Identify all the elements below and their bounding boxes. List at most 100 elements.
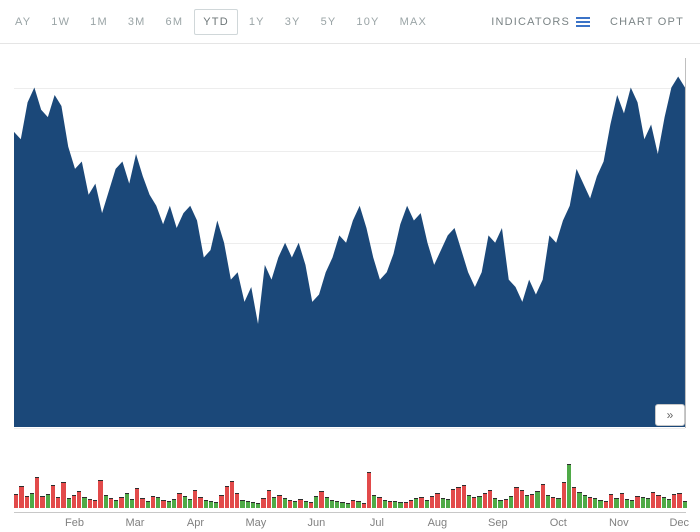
price-chart[interactable]: » bbox=[0, 58, 700, 458]
x-tick-jul: Jul bbox=[370, 517, 384, 529]
volume-bar bbox=[93, 500, 97, 508]
range-5y[interactable]: 5Y bbox=[312, 9, 346, 35]
volume-bar bbox=[261, 498, 265, 508]
volume-bar bbox=[630, 500, 634, 508]
volume-bar bbox=[662, 497, 666, 508]
volume-bar bbox=[193, 490, 197, 508]
volume-bar bbox=[356, 501, 360, 508]
volume-bar bbox=[277, 495, 281, 508]
volume-bar bbox=[35, 477, 39, 508]
volume-bar bbox=[520, 490, 524, 508]
volume-bar bbox=[525, 495, 529, 508]
volume-bar bbox=[509, 496, 513, 508]
volume-bar bbox=[19, 486, 23, 508]
volume-bar bbox=[620, 493, 624, 508]
volume-bar bbox=[467, 495, 471, 508]
range-1y[interactable]: 1Y bbox=[240, 9, 274, 35]
volume-bar bbox=[172, 499, 176, 508]
volume-bar bbox=[483, 493, 487, 508]
chart-toolbar: AY1W1M3M6MYTD1Y3Y5Y10YMAX INDICATORS CHA… bbox=[0, 0, 700, 44]
volume-bar bbox=[283, 498, 287, 508]
range-ay[interactable]: AY bbox=[6, 9, 40, 35]
x-tick-aug: Aug bbox=[428, 517, 448, 529]
range-3m[interactable]: 3M bbox=[119, 9, 155, 35]
chart-options-button[interactable]: CHART OPT bbox=[600, 10, 694, 34]
volume-bar bbox=[109, 498, 113, 508]
gridline bbox=[14, 428, 685, 429]
volume-chart bbox=[14, 464, 686, 508]
volume-bar bbox=[577, 492, 581, 508]
volume-bar bbox=[451, 489, 455, 508]
volume-bar bbox=[319, 491, 323, 508]
volume-bar bbox=[667, 499, 671, 508]
volume-bar bbox=[335, 501, 339, 508]
volume-bar bbox=[583, 495, 587, 508]
volume-bar bbox=[135, 488, 139, 508]
expand-chart-button[interactable]: » bbox=[655, 404, 685, 426]
volume-bar bbox=[104, 495, 108, 508]
volume-bar bbox=[14, 494, 18, 508]
range-6m[interactable]: 6M bbox=[157, 9, 193, 35]
indicators-icon bbox=[576, 17, 590, 27]
volume-bar bbox=[567, 464, 571, 508]
volume-bar bbox=[383, 500, 387, 508]
volume-bar bbox=[414, 498, 418, 508]
volume-bar bbox=[151, 496, 155, 508]
x-tick-may: May bbox=[246, 517, 267, 529]
volume-bar bbox=[114, 500, 118, 508]
volume-bar bbox=[98, 480, 102, 508]
volume-bar bbox=[351, 500, 355, 508]
volume-bar bbox=[441, 498, 445, 508]
volume-bar bbox=[225, 486, 229, 508]
range-1w[interactable]: 1W bbox=[42, 9, 79, 35]
volume-bar bbox=[362, 503, 366, 508]
volume-bar bbox=[609, 494, 613, 508]
volume-bar bbox=[46, 494, 50, 508]
volume-bar bbox=[588, 497, 592, 508]
volume-bar bbox=[504, 499, 508, 508]
price-chart-body: » bbox=[14, 58, 686, 428]
volume-bar bbox=[61, 482, 65, 508]
volume-bar bbox=[535, 491, 539, 508]
volume-bar bbox=[161, 500, 165, 508]
range-ytd[interactable]: YTD bbox=[194, 9, 238, 35]
range-3y[interactable]: 3Y bbox=[276, 9, 310, 35]
volume-bar bbox=[593, 498, 597, 508]
volume-bar bbox=[330, 500, 334, 508]
volume-bar bbox=[477, 496, 481, 508]
volume-bar bbox=[88, 499, 92, 508]
indicators-button[interactable]: INDICATORS bbox=[481, 10, 600, 34]
volume-bar bbox=[288, 500, 292, 508]
volume-bar bbox=[498, 500, 502, 508]
volume-bar bbox=[188, 499, 192, 508]
range-1m[interactable]: 1M bbox=[81, 9, 117, 35]
indicators-label: INDICATORS bbox=[491, 16, 570, 28]
volume-bar bbox=[204, 500, 208, 508]
volume-bar bbox=[214, 502, 218, 508]
x-axis: FebMarAprMayJunJulAugSepOctNovDec bbox=[14, 512, 686, 532]
volume-bar bbox=[304, 501, 308, 508]
volume-bar bbox=[635, 496, 639, 508]
volume-bar bbox=[377, 497, 381, 508]
volume-bar bbox=[598, 500, 602, 508]
volume-bar bbox=[346, 503, 350, 508]
volume-bar bbox=[672, 494, 676, 508]
expand-icon: » bbox=[667, 408, 674, 422]
volume-bar bbox=[246, 501, 250, 508]
volume-bar bbox=[67, 498, 71, 508]
price-area-svg bbox=[14, 58, 685, 427]
volume-bar bbox=[230, 481, 234, 508]
volume-bar bbox=[30, 493, 34, 508]
volume-bar bbox=[614, 498, 618, 508]
volume-bar bbox=[572, 487, 576, 508]
range-max[interactable]: MAX bbox=[391, 9, 436, 35]
x-tick-mar: Mar bbox=[125, 517, 144, 529]
volume-bar bbox=[551, 497, 555, 508]
volume-bar bbox=[456, 487, 460, 508]
volume-bar bbox=[388, 501, 392, 508]
volume-bar bbox=[177, 493, 181, 508]
volume-bar bbox=[546, 495, 550, 508]
range-10y[interactable]: 10Y bbox=[347, 9, 388, 35]
volume-bar bbox=[683, 501, 687, 508]
volume-bar bbox=[541, 484, 545, 508]
